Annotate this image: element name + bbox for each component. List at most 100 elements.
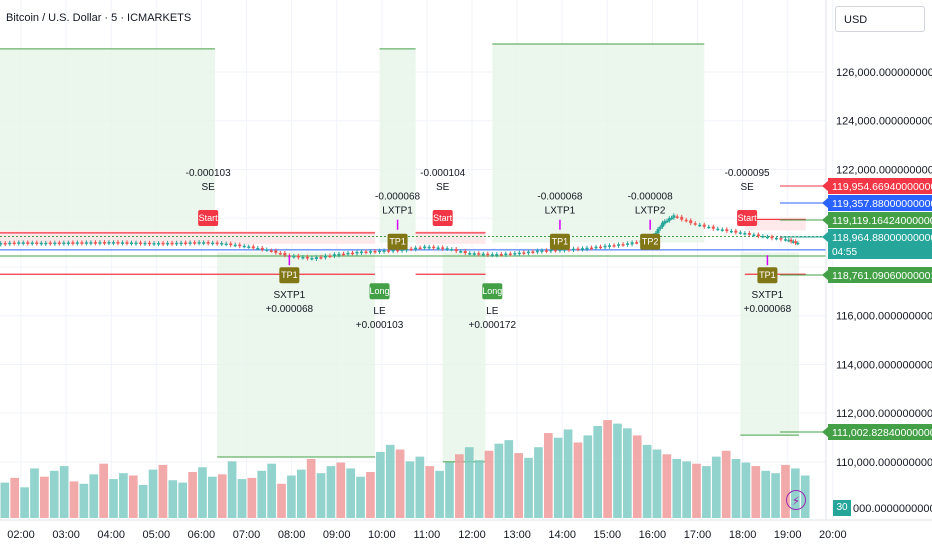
- candle-body: [35, 242, 39, 245]
- candle-body: [535, 250, 539, 253]
- volume-bar: [138, 484, 148, 518]
- candle-body: [540, 250, 544, 252]
- price-badge-pointer: [822, 270, 828, 280]
- candle-body: [301, 256, 305, 259]
- candle-body: [756, 234, 760, 237]
- candle-body: [400, 249, 404, 251]
- target-zone: [217, 252, 376, 458]
- volume-bar: [20, 487, 29, 518]
- candle-body: [486, 253, 490, 256]
- volume-bar: [553, 437, 563, 518]
- candle-body: [665, 220, 669, 223]
- volume-bar: [672, 459, 682, 518]
- candle-body: [21, 242, 25, 244]
- price-badge: [828, 212, 932, 228]
- candle-body: [791, 241, 795, 243]
- profit-zone: [0, 48, 215, 243]
- candle-body: [658, 226, 662, 229]
- trade-sublabel: LXTP1: [545, 206, 576, 217]
- candle-body: [436, 247, 440, 250]
- candle-body: [26, 242, 30, 244]
- candle-body: [454, 249, 458, 252]
- candle-body: [337, 253, 341, 256]
- candle-body: [544, 250, 548, 252]
- candle-body: [716, 228, 720, 231]
- candle-body: [585, 247, 589, 250]
- volume-bar: [504, 440, 514, 518]
- candle-body: [661, 222, 665, 227]
- volume-bar: [40, 476, 49, 518]
- candle-body: [667, 218, 671, 221]
- candle-body: [707, 226, 711, 229]
- candle-body: [725, 229, 729, 232]
- candle-body: [508, 253, 512, 255]
- volume-bar: [287, 475, 296, 518]
- candle-body: [481, 253, 485, 256]
- candle-body: [612, 245, 616, 247]
- candle-body: [450, 249, 454, 251]
- candle-body: [184, 242, 188, 245]
- candle-body: [621, 244, 625, 246]
- scale-badge[interactable]: 30: [833, 500, 851, 516]
- candle-body: [170, 242, 174, 245]
- candle-body: [504, 253, 508, 256]
- candle-body: [720, 229, 724, 231]
- candle-body: [292, 255, 296, 258]
- volume-bar: [613, 423, 622, 518]
- candle-body: [305, 256, 309, 259]
- currency-selector[interactable]: USD: [835, 6, 925, 32]
- candle-body: [774, 237, 778, 240]
- volume-bar: [741, 462, 751, 518]
- candle-body: [188, 242, 192, 244]
- profit-zone: [379, 48, 416, 243]
- price-badge-label: 119,357.880000000000: [832, 198, 932, 210]
- x-tick-label: 13:00: [503, 529, 531, 541]
- volume-bar: [771, 473, 780, 518]
- lightning-icon[interactable]: ⚡: [786, 490, 806, 510]
- candle-body: [675, 216, 679, 218]
- volume-bar: [148, 469, 158, 518]
- trade-sublabel: SE: [201, 182, 215, 193]
- candle-body: [617, 244, 621, 246]
- candle-body: [17, 242, 21, 244]
- candle-body: [663, 221, 667, 224]
- volume-bar: [652, 449, 662, 518]
- price-badge-pointer: [822, 232, 828, 242]
- candle-body: [432, 246, 436, 249]
- price-badge-label: 118,761.090600000016: [832, 270, 932, 282]
- volume-bar: [534, 447, 543, 518]
- trade-badge-label: Start: [738, 213, 758, 223]
- candle-body: [62, 242, 66, 245]
- candle-body: [414, 247, 418, 250]
- candle-body: [360, 251, 364, 254]
- candle-body: [761, 236, 765, 238]
- volume-bar: [405, 461, 415, 518]
- candle-body: [702, 224, 706, 227]
- candle-body: [635, 242, 639, 244]
- x-tick-label: 16:00: [639, 529, 667, 541]
- candle-body: [743, 233, 747, 235]
- x-tick-label: 19:00: [774, 529, 802, 541]
- trade-badge-label: TP1: [759, 270, 776, 280]
- trade-label: SXTP1: [752, 290, 784, 301]
- candle-body: [102, 242, 106, 244]
- stop-loss-band: [0, 230, 376, 244]
- candle-body: [53, 242, 57, 245]
- trade-badge-label: Start: [199, 213, 219, 223]
- candle-body: [396, 249, 400, 252]
- candle-body: [66, 242, 70, 245]
- trade-badge-7: [640, 233, 661, 250]
- candle-body: [220, 243, 224, 245]
- candle-body: [549, 249, 553, 252]
- trade-sublabel: +0.000068: [744, 304, 792, 315]
- trade-badge-label: Long: [370, 286, 390, 296]
- volume-bar: [455, 454, 464, 518]
- volume-bar: [445, 462, 454, 518]
- volume-bar: [208, 476, 217, 518]
- x-tick-label: 10:00: [368, 529, 396, 541]
- candle-body: [684, 219, 688, 222]
- price-badge: [828, 178, 932, 194]
